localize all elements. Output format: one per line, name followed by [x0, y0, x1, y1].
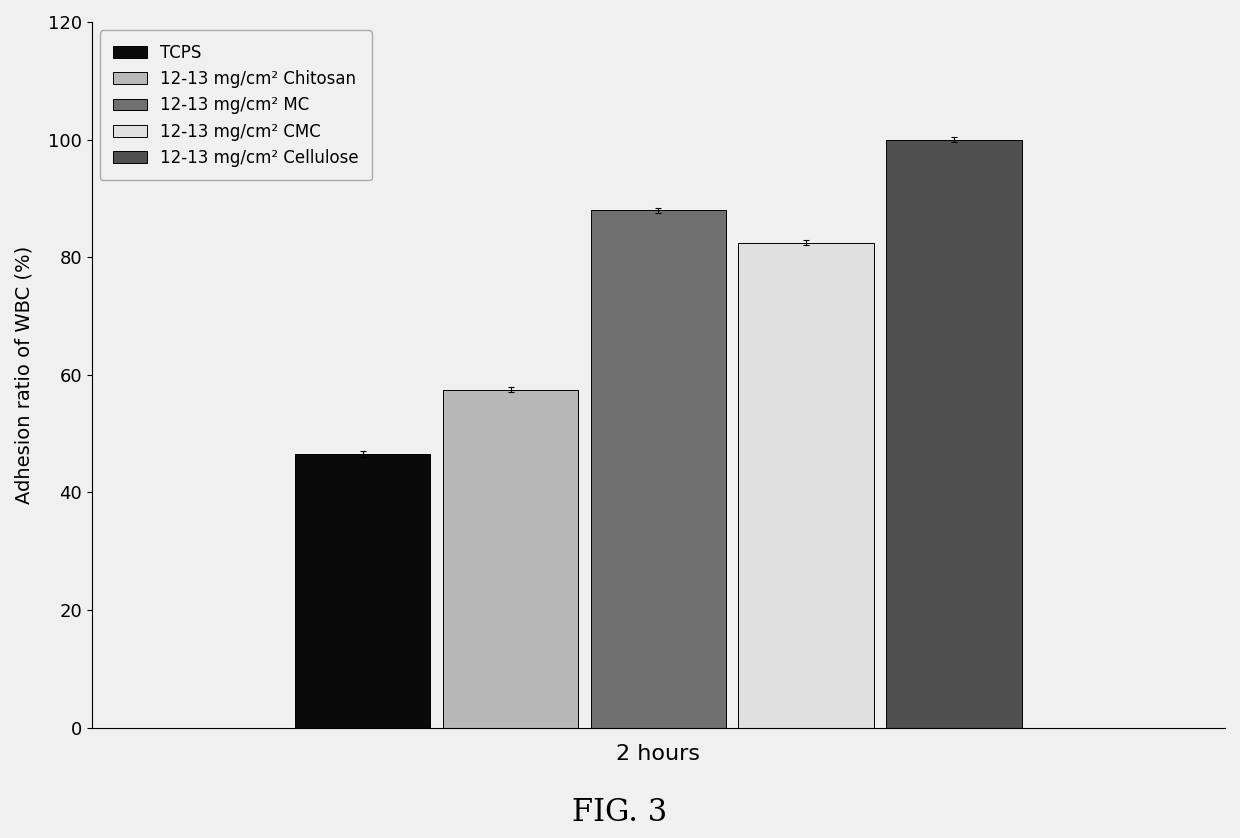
Bar [443, 390, 578, 727]
Bar [590, 210, 727, 727]
X-axis label: 2 hours: 2 hours [616, 744, 701, 764]
Legend: TCPS, 12-13 mg/cm² Chitosan, 12-13 mg/cm² MC, 12-13 mg/cm² CMC, 12-13 mg/cm² Cel: TCPS, 12-13 mg/cm² Chitosan, 12-13 mg/cm… [100, 30, 372, 180]
Y-axis label: Adhesion ratio of WBC (%): Adhesion ratio of WBC (%) [15, 246, 33, 504]
Bar [887, 140, 1022, 727]
Text: FIG. 3: FIG. 3 [573, 798, 667, 828]
Bar [295, 454, 430, 727]
Bar [739, 242, 874, 727]
